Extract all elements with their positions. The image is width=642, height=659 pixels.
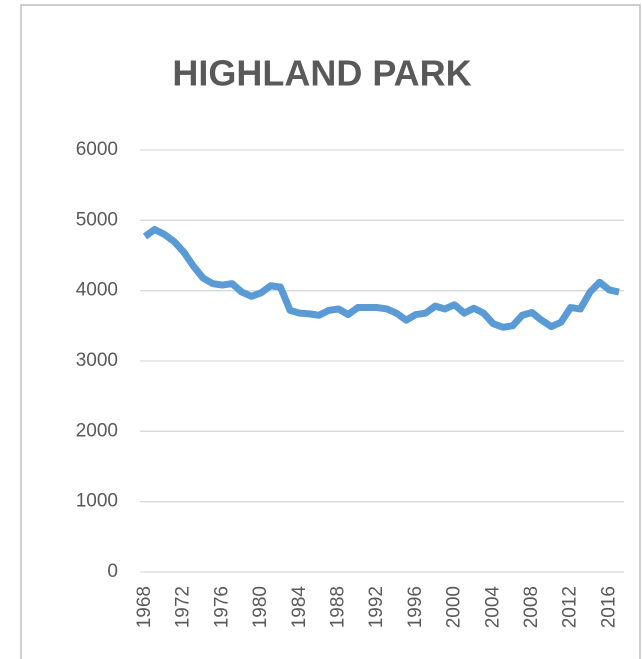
chart-frame (20, 4, 641, 659)
y-tick-label: 5000 (76, 209, 118, 230)
x-tick-label: 1996 (405, 586, 426, 628)
x-tick-label: 1980 (250, 586, 271, 628)
x-tick-label: 2000 (444, 586, 465, 628)
x-tick-label: 1992 (366, 586, 387, 628)
x-tick-label: 1972 (173, 586, 194, 628)
y-tick-label: 4000 (76, 280, 118, 301)
y-tick-label: 1000 (76, 491, 118, 512)
chart-title: HIGHLAND PARK (172, 53, 471, 94)
x-tick-label: 1976 (211, 586, 232, 628)
x-tick-label: 1968 (134, 586, 155, 628)
x-tick-label: 2016 (598, 586, 619, 628)
y-tick-label: 2000 (76, 420, 118, 441)
x-tick-label: 1984 (289, 586, 310, 629)
data-line (142, 225, 620, 331)
x-tick-label: 1988 (327, 586, 348, 628)
y-tick-label: 0 (107, 561, 118, 582)
x-tick-label: 2012 (560, 586, 581, 628)
x-tick-label: 2008 (521, 586, 542, 628)
x-tick-label: 2004 (482, 586, 503, 629)
y-tick-label: 3000 (76, 350, 118, 371)
y-tick-label: 6000 (76, 139, 118, 160)
